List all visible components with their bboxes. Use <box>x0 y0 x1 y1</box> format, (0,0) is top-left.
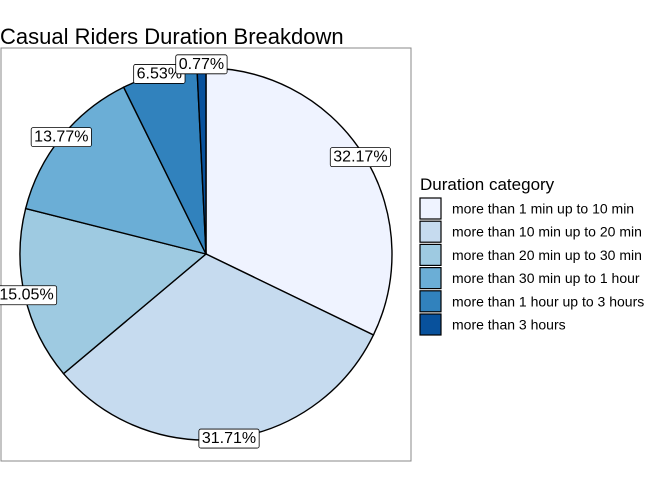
slice-label-box <box>175 54 228 75</box>
legend-key <box>419 197 442 220</box>
legend-title: Duration category <box>420 175 555 194</box>
slice-label: 15.05% <box>0 285 58 306</box>
slice-label: 31.71% <box>198 428 260 449</box>
slice-label-text: 15.05% <box>0 287 54 304</box>
slice-label: 32.17% <box>329 147 391 168</box>
legend-key <box>419 290 442 313</box>
legend-label: more than 10 min up to 20 min <box>452 224 642 240</box>
slice-label-text: 31.71% <box>202 430 256 447</box>
slice-label-text: 0.77% <box>179 56 224 73</box>
pie-slices <box>19 67 393 441</box>
legend-label: more than 20 min up to 30 min <box>452 247 642 263</box>
chart-title: Casual Riders Duration Breakdown <box>0 24 344 49</box>
slice-label-box <box>0 285 58 306</box>
slice-label-box <box>30 127 92 148</box>
slice-label: 6.53% <box>133 64 186 84</box>
legend-label: more than 30 min up to 1 hour <box>452 270 640 286</box>
slice-label-text: 13.77% <box>34 129 88 146</box>
legend-label: more than 1 min up to 10 min <box>452 201 634 217</box>
slice-label: 0.77% <box>175 54 228 75</box>
legend-key <box>419 267 442 290</box>
legend-key <box>419 220 442 243</box>
legend-key <box>419 243 442 266</box>
legend: Duration category more than 1 min up to … <box>419 175 644 336</box>
slice-label-text: 32.17% <box>333 149 387 166</box>
slice-label-box <box>198 428 260 449</box>
slice-label-text: 6.53% <box>137 65 182 82</box>
legend-key <box>419 313 442 336</box>
legend-items: more than 1 min up to 10 min more than 10… <box>419 197 644 336</box>
pie-labels: 32.17% 31.71% 15.05% 13.77% 6.53%0.77% <box>0 54 391 449</box>
legend-label: more than 3 hours <box>452 317 566 333</box>
legend-label: more than 1 hour up to 3 hours <box>452 293 644 309</box>
slice-label-box <box>329 147 391 168</box>
slice-label: 13.77% <box>30 127 92 148</box>
